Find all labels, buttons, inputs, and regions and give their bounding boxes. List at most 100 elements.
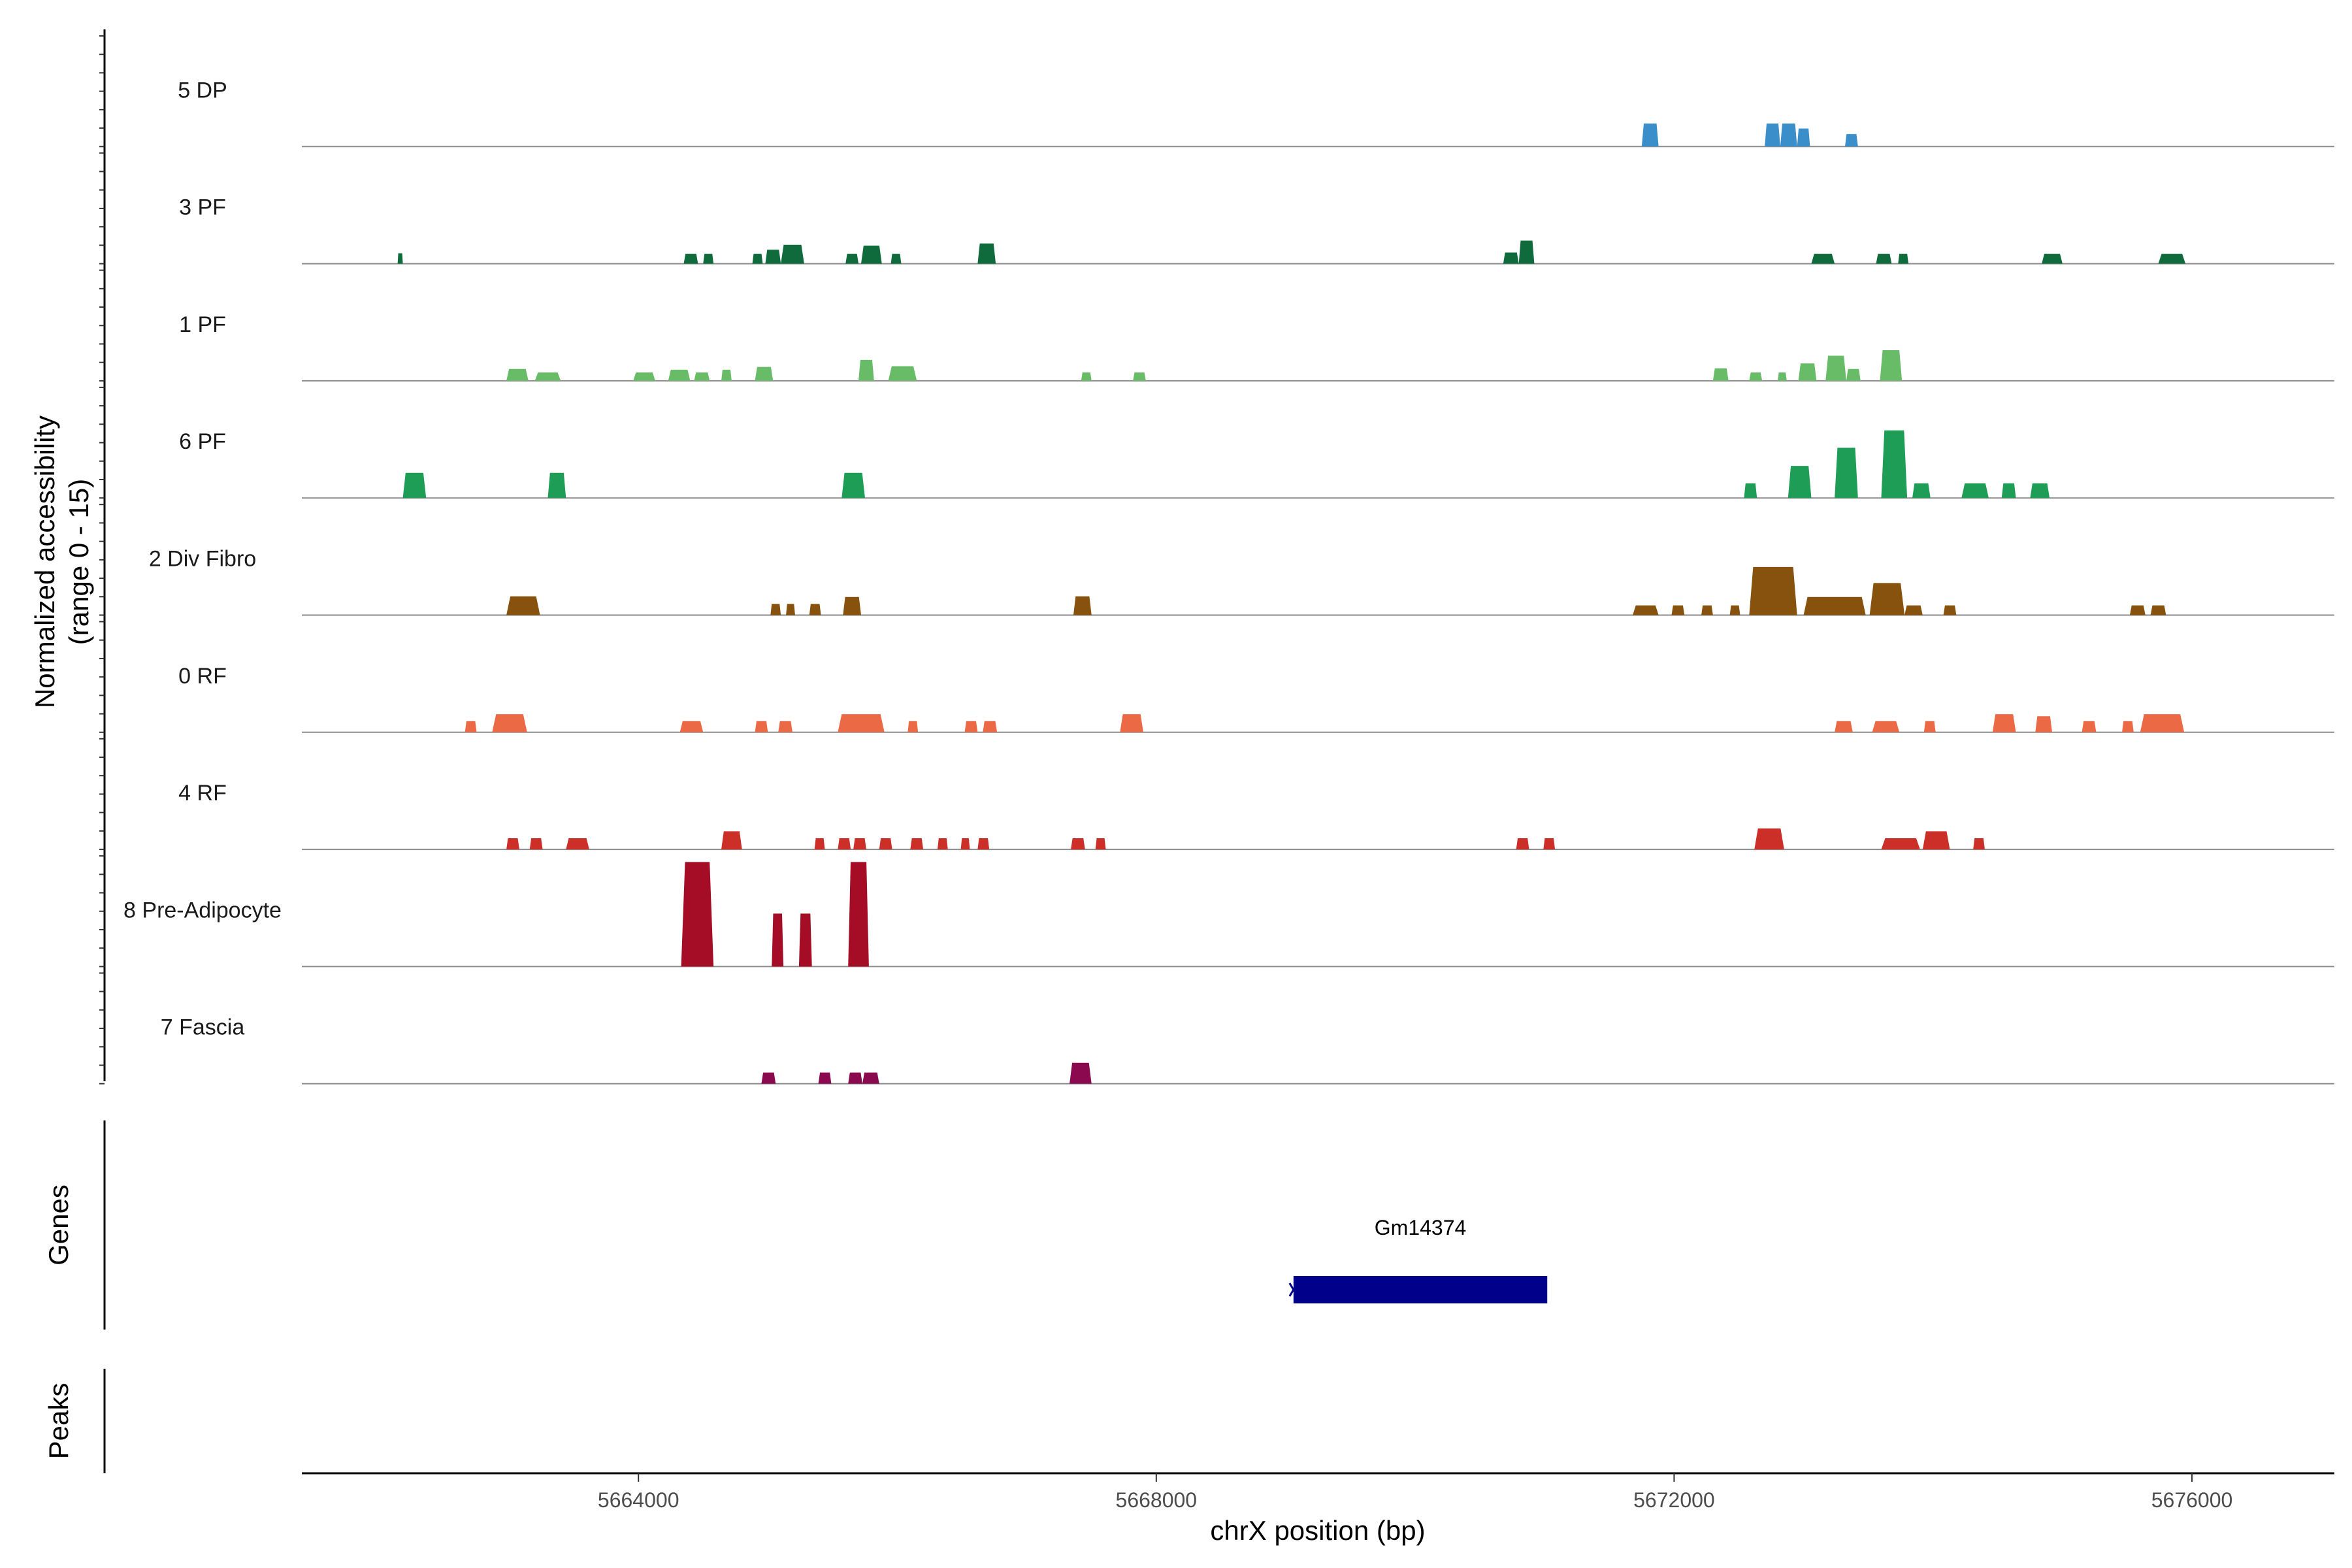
coverage-peak [668,369,691,381]
coverage-peak [633,372,655,381]
coverage-peak [534,372,561,381]
x-axis-ticks: 5664000 5668000 5672000 5676000 [598,1473,2232,1512]
y-axis-title-line2: (range 0 - 15) [63,479,94,645]
coverage-peak [1961,483,1989,498]
y-axis-title-line1: Normalized accessibility [29,416,60,708]
coverage-peak [1780,123,1797,147]
coverage-peak [1788,466,1812,498]
coverage-peak [1803,596,1866,615]
coverage-peak [1749,566,1797,615]
coverage-peak [1880,350,1903,381]
coverage-peak [907,721,919,732]
coverage-peak [879,838,892,850]
coverage-peak [841,472,865,498]
x-tick-label: 5668000 [1116,1488,1198,1512]
coverage-peak [910,838,924,850]
coverage-peak [2158,253,2186,264]
coverage-peak [1749,372,1763,381]
coverage-peak [1923,721,1936,732]
coverage-peak [814,838,825,850]
track-label: 0 RF [178,664,227,689]
coverage-peak [960,838,970,850]
coverage-peak [772,913,784,967]
coverage-peak [1518,240,1535,264]
coverage-peak [1671,605,1685,615]
coverage-peak [1835,721,1853,732]
track-5: 2 Div Fibro [149,547,2334,616]
coverage-peak [838,714,885,732]
coverage-peak [1811,253,1835,264]
coverage-peak [1835,448,1858,498]
coverage-peak [798,913,812,967]
coverage-peak [1922,831,1950,850]
coverage-peak [1798,363,1817,381]
coverage-peak [1797,128,1810,147]
track-label: 8 Pre-Adipocyte [123,898,282,923]
coverage-peak [1881,430,1908,498]
coverage-peak [1543,838,1556,850]
coverage-peak [858,359,874,381]
coverage-peak [566,838,589,850]
coverage-peak [1904,605,1923,615]
coverage-peak [2129,605,2146,615]
coverage-peak [977,838,990,850]
coverage-peak [1844,134,1858,147]
coverage-peak [529,838,543,850]
peaks-panel-label: Peaks [43,1383,74,1460]
coverage-peak [752,253,763,264]
track-2: 3 PF [179,195,2334,265]
coverage-peak [843,596,862,615]
coverage-peak [1973,838,1985,850]
gene-strand-icon [1288,1282,1299,1297]
coverage-peak [845,253,859,264]
coverage-peak [2030,483,2050,498]
coverage-peak [755,367,774,381]
coverage-peak [1744,483,1757,498]
coverage-peak [937,838,948,850]
coverage-peak [1777,372,1787,381]
coverage-peak [1869,583,1905,615]
coverage-peak [2140,714,2185,732]
track-label: 3 PF [179,195,226,220]
coverage-peak [1120,714,1143,732]
coverage-peak [1071,838,1085,850]
coverage-peak [755,721,768,732]
coverage-peak [977,243,996,264]
coverage-peak [890,253,902,264]
track-label: 2 Div Fibro [149,547,256,572]
coverage-peak [2042,253,2063,264]
coverage-peak [492,714,527,732]
coverage-peak [402,472,427,498]
coverage-peak [2150,605,2166,615]
coverage-peak [1876,253,1892,264]
coverage-y-ticks [99,35,105,1085]
coverage-peak [838,838,851,850]
coverage-peak [1754,828,1784,850]
coverage-peak [1095,838,1106,850]
coverage-peak [1912,483,1931,498]
coverage-peak [721,369,732,381]
coverage-peak [818,1072,832,1084]
coverage-peak [2122,721,2134,732]
x-tick-label: 5672000 [1633,1488,1715,1512]
track-label: 5 DP [178,78,227,103]
coverage-peak [809,604,821,615]
coverage-peak [848,1072,863,1084]
coverage-peak [888,366,917,381]
coverage-peak [1073,596,1092,615]
coverage-peak [848,862,869,967]
track-7: 4 RF [178,781,2334,851]
track-label: 1 PF [179,312,226,337]
coverage-peak [683,253,698,264]
track-1: 5 DP [178,78,2334,148]
coverage-peak [1729,605,1740,615]
coverage-peak [761,1072,776,1084]
coverage-peak [2035,716,2053,732]
coverage-peak [781,244,804,264]
coverage-peak [770,604,781,615]
coverage-peak [1846,368,1861,381]
coverage-peak [1633,605,1659,615]
coverage-peak [861,245,882,264]
coverage-peak [1765,123,1780,147]
